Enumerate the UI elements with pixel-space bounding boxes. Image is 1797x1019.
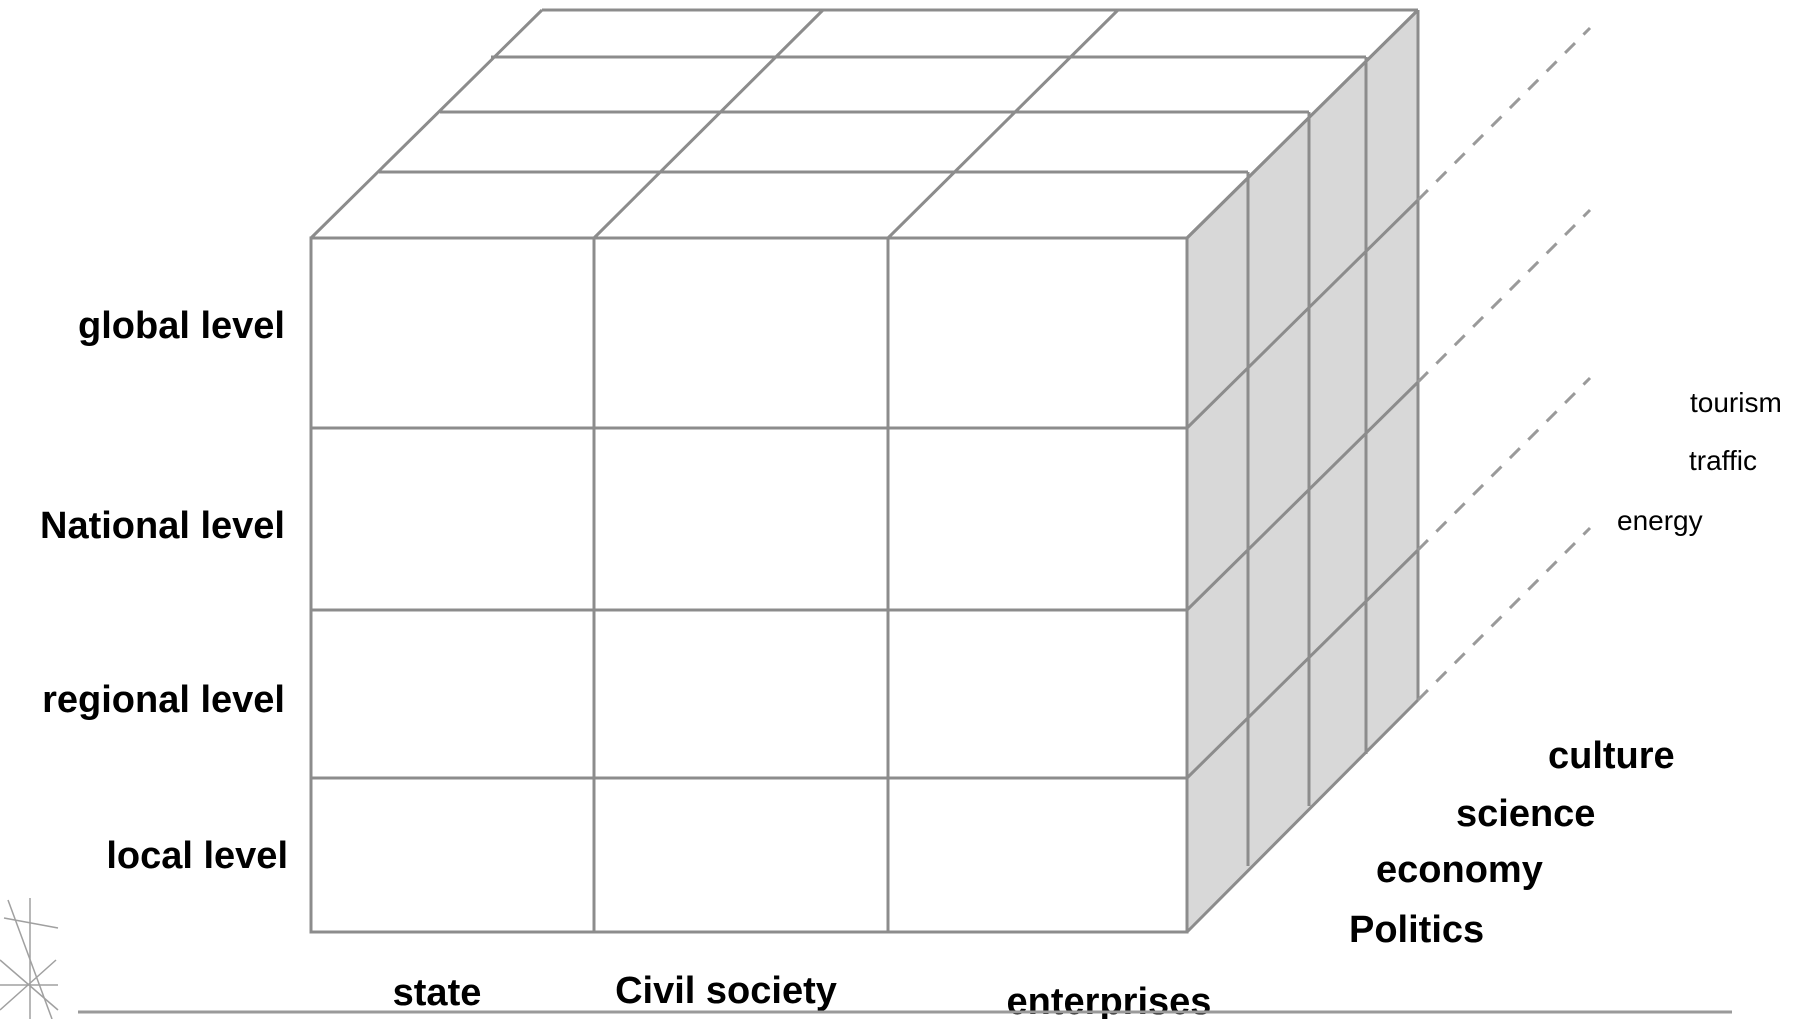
depth-extension-lines <box>1416 26 1592 702</box>
label-global-level: global level <box>78 305 285 347</box>
label-state: state <box>393 972 482 1014</box>
label-culture: culture <box>1548 735 1675 777</box>
label-local-level: local level <box>106 835 288 877</box>
label-politics: Politics <box>1349 909 1484 951</box>
cube-front-grid <box>309 236 1189 934</box>
depth-axis-extra-labels: tourism traffic energy <box>1617 387 1782 536</box>
label-energy: energy <box>1617 505 1703 536</box>
label-national-level: National level <box>40 505 285 547</box>
label-traffic: traffic <box>1689 445 1757 476</box>
cube-side-face <box>1187 10 1418 932</box>
label-economy: economy <box>1376 849 1543 891</box>
cube-side-grid <box>1185 8 1420 934</box>
horizontal-axis-labels: state Civil society enterprises <box>393 970 1212 1019</box>
starburst-logo-icon <box>0 898 59 1019</box>
label-tourism: tourism <box>1690 387 1782 418</box>
vertical-axis-labels: global level National level regional lev… <box>40 305 288 877</box>
label-civil-society: Civil society <box>615 970 837 1012</box>
depth-axis-labels: culture science economy Politics <box>1349 735 1675 951</box>
label-science: science <box>1456 793 1595 835</box>
label-regional-level: regional level <box>42 679 285 721</box>
